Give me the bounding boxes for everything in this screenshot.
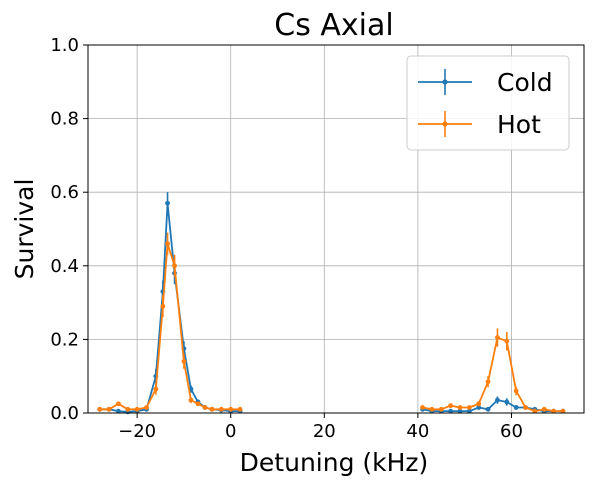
data-point-hot: [420, 405, 425, 410]
data-point-hot: [457, 405, 463, 410]
data-point-cold: [513, 405, 519, 410]
data-point-hot: [195, 401, 201, 407]
y-tick-label: 0.8: [50, 109, 79, 130]
y-tick-label: 0.4: [50, 256, 79, 277]
y-tick-label: 0.6: [50, 182, 79, 203]
x-tick-label: −20: [118, 421, 156, 442]
data-point-hot: [495, 335, 500, 340]
data-point-cold: [457, 408, 463, 414]
data-point-hot: [476, 401, 482, 407]
data-point-hot: [237, 406, 243, 412]
y-axis-label: Survival: [10, 179, 39, 280]
x-tick-label: 40: [406, 421, 429, 442]
data-point-hot: [134, 406, 140, 412]
data-point-hot: [116, 401, 121, 407]
data-point-hot: [125, 406, 131, 412]
data-point-hot: [429, 406, 435, 412]
legend-marker-cold: [442, 79, 448, 85]
series-layer: [97, 192, 566, 415]
data-point-hot: [523, 405, 528, 410]
data-point-hot: [165, 241, 170, 247]
data-point-cold: [116, 408, 121, 414]
data-point-cold: [495, 397, 500, 403]
y-tick-label: 0.2: [50, 329, 79, 350]
x-axis-ticks: −20 0 20 40 60: [118, 413, 523, 442]
data-point-hot: [228, 406, 234, 412]
data-point-cold: [504, 399, 510, 405]
y-tick-label: 1.0: [50, 35, 79, 56]
data-point-hot: [106, 406, 112, 412]
x-tick-label: 60: [500, 421, 523, 442]
data-point-hot: [560, 408, 566, 414]
data-point-hot: [438, 406, 444, 412]
data-point-hot: [541, 406, 547, 412]
data-point-hot: [181, 359, 187, 364]
data-point-hot: [188, 397, 194, 403]
data-point-hot: [218, 406, 224, 412]
data-point-hot: [160, 303, 166, 309]
x-tick-label: 0: [225, 421, 236, 442]
data-point-hot: [202, 405, 208, 410]
data-point-cold: [466, 408, 472, 414]
legend-label-hot: Hot: [497, 110, 541, 139]
series-hot: [97, 232, 566, 414]
data-point-hot: [532, 408, 538, 414]
data-point-hot: [504, 338, 510, 344]
data-point-cold: [476, 405, 482, 410]
data-point-cold: [485, 406, 491, 412]
data-point-hot: [97, 406, 103, 412]
legend-box: [406, 55, 570, 151]
y-axis-ticks: 0.0 0.2 0.4 0.6 0.8 1.0: [50, 35, 88, 424]
chart-title: Cs Axial: [274, 8, 393, 43]
legend: Cold Hot: [406, 55, 570, 151]
data-point-hot: [448, 403, 454, 409]
legend-label-cold: Cold: [497, 68, 553, 97]
data-point-hot: [153, 386, 159, 392]
data-point-hot: [172, 263, 177, 269]
data-point-hot: [485, 379, 491, 385]
x-axis-label: Detuning (kHz): [240, 448, 429, 477]
data-point-hot: [144, 405, 149, 410]
data-point-hot: [209, 406, 215, 412]
plot-area-frame: [87, 44, 585, 414]
data-point-cold: [165, 200, 170, 206]
legend-marker-hot: [442, 121, 448, 127]
y-tick-label: 0.0: [50, 403, 79, 424]
data-point-hot: [551, 408, 556, 414]
data-point-cold: [448, 408, 454, 414]
x-tick-label: 20: [313, 421, 336, 442]
data-point-hot: [466, 405, 472, 410]
series-line-hot: [422, 336, 563, 413]
data-point-hot: [513, 388, 519, 394]
